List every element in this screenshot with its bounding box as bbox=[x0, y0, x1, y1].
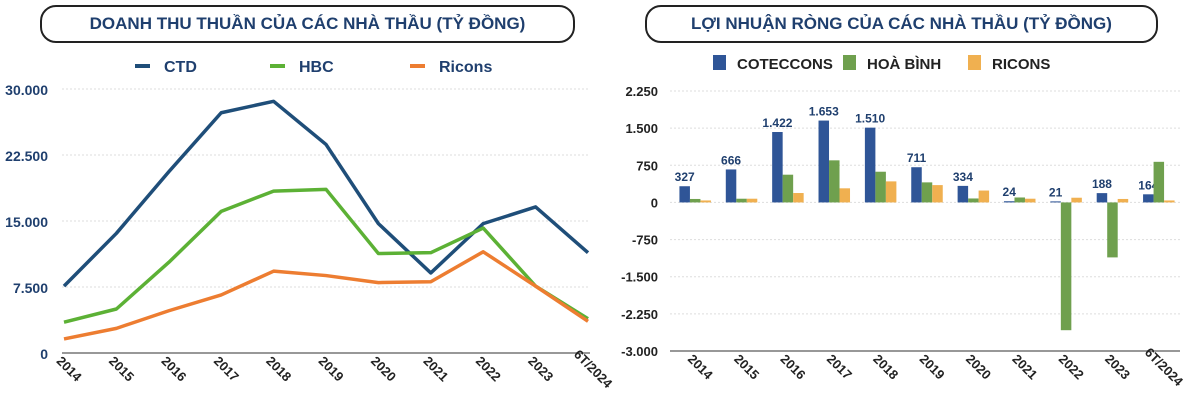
y-tick-label: -750 bbox=[632, 233, 658, 248]
bar-coteccons bbox=[911, 167, 922, 203]
x-tick-label: 2014 bbox=[54, 353, 86, 385]
bar-ricons bbox=[746, 198, 758, 203]
x-tick-label: 2015 bbox=[106, 353, 137, 384]
x-tick-label: 2019 bbox=[917, 351, 948, 382]
bar-ricons bbox=[1071, 197, 1082, 203]
bar-hoà-bình bbox=[1014, 197, 1025, 203]
legend-label: RICONS bbox=[992, 56, 1050, 73]
x-tick-label: 2020 bbox=[963, 351, 994, 382]
bar-ricons bbox=[978, 190, 990, 203]
bar-ricons bbox=[839, 188, 851, 203]
x-tick-label: 2021 bbox=[420, 353, 451, 384]
bar-coteccons bbox=[818, 120, 830, 203]
bar-hoà-bình bbox=[782, 174, 794, 203]
bar-coteccons bbox=[1003, 201, 1015, 203]
bar-hoà-bình bbox=[1107, 202, 1118, 258]
x-tick-label: 2021 bbox=[1009, 351, 1040, 382]
left-chart-title: DOANH THU THUẦN CỦA CÁC NHÀ THẦU (TỶ ĐỒN… bbox=[40, 5, 575, 43]
y-tick-label: 750 bbox=[636, 158, 658, 173]
data-label: 188 bbox=[1092, 177, 1112, 191]
bar-ricons bbox=[885, 181, 897, 203]
data-label: 666 bbox=[721, 153, 741, 167]
x-tick-label: 2022 bbox=[473, 353, 504, 384]
bar-coteccons bbox=[725, 169, 737, 203]
x-tick-label: 2023 bbox=[525, 353, 556, 384]
bar-coteccons bbox=[772, 132, 783, 203]
y-tick-label: -2.250 bbox=[621, 307, 658, 322]
x-tick-label: 2016 bbox=[158, 353, 189, 384]
right-chart-title: LỢI NHUẬN RÒNG CỦA CÁC NHÀ THẦU (TỶ ĐỒNG… bbox=[645, 5, 1158, 43]
bar-hoà-bình bbox=[875, 171, 886, 203]
x-tick-label: 2014 bbox=[685, 351, 717, 383]
legend-label: COTECCONS bbox=[737, 56, 833, 73]
y-tick-label: 0 bbox=[40, 346, 48, 362]
y-tick-label: 22.500 bbox=[5, 148, 48, 164]
y-tick-label: -1.500 bbox=[621, 270, 658, 285]
legend-label: Ricons bbox=[439, 59, 492, 76]
x-tick-label: 2019 bbox=[316, 353, 347, 384]
line-hbc bbox=[63, 187, 589, 324]
bar-ricons bbox=[1164, 200, 1175, 203]
y-tick-label: 1.500 bbox=[625, 121, 658, 136]
legend-swatch bbox=[843, 55, 856, 70]
bar-coteccons bbox=[1050, 201, 1061, 203]
y-tick-label: -3.000 bbox=[621, 344, 658, 359]
x-tick-label: 2020 bbox=[368, 353, 399, 384]
bar-coteccons bbox=[957, 185, 969, 203]
y-tick-label: 0 bbox=[651, 195, 658, 210]
data-label: 711 bbox=[907, 151, 927, 165]
y-tick-label: 15.000 bbox=[5, 214, 48, 230]
bar-hoà-bình bbox=[1060, 202, 1072, 331]
legend-swatch bbox=[968, 55, 981, 70]
line-ctd bbox=[62, 99, 590, 288]
bar-coteccons bbox=[1096, 193, 1108, 203]
bar-coteccons bbox=[679, 186, 690, 203]
bar-ricons bbox=[700, 200, 711, 203]
line-ricons bbox=[63, 250, 589, 341]
legend-label: HBC bbox=[299, 59, 334, 76]
data-label: 24 bbox=[1003, 185, 1017, 199]
bar-hoà-bình bbox=[829, 160, 840, 203]
x-tick-label: 2015 bbox=[731, 351, 762, 382]
data-label: 1.510 bbox=[855, 112, 885, 126]
y-tick-label: 30.000 bbox=[5, 82, 48, 98]
y-tick-label: 7.500 bbox=[13, 280, 48, 296]
data-label: 1.422 bbox=[762, 116, 792, 130]
bar-coteccons bbox=[1143, 194, 1154, 203]
x-tick-label: 2023 bbox=[1102, 351, 1133, 382]
bar-hoà-bình bbox=[968, 198, 979, 203]
data-label: 327 bbox=[675, 170, 695, 184]
bar-hoà-bình bbox=[736, 198, 747, 203]
bar-ricons bbox=[793, 193, 804, 203]
bar-hoà-bình bbox=[921, 182, 933, 203]
data-label: 164 bbox=[1138, 178, 1158, 192]
data-label: 21 bbox=[1049, 185, 1063, 199]
x-tick-label: 2016 bbox=[778, 351, 809, 382]
legend-swatch bbox=[713, 55, 726, 70]
bar-ricons bbox=[932, 185, 943, 203]
bar-hoà-bình bbox=[689, 198, 701, 203]
bar-coteccons bbox=[864, 127, 876, 203]
y-tick-label: 2.250 bbox=[625, 84, 658, 99]
data-label: 1.653 bbox=[809, 105, 839, 119]
legend-label: HOÀ BÌNH bbox=[867, 56, 941, 73]
data-label: 334 bbox=[953, 170, 973, 184]
legend-label: CTD bbox=[164, 59, 197, 76]
x-tick-label: 2017 bbox=[211, 353, 242, 384]
bar-ricons bbox=[1024, 198, 1036, 203]
bar-ricons bbox=[1117, 198, 1129, 203]
x-tick-label: 2017 bbox=[824, 351, 855, 382]
x-tick-label: 2018 bbox=[263, 353, 294, 384]
x-tick-label: 2018 bbox=[870, 351, 901, 382]
bar-hoà-bình bbox=[1153, 161, 1165, 203]
x-tick-label: 2022 bbox=[1056, 351, 1087, 382]
x-tick-label: 6T/2024 bbox=[571, 347, 616, 392]
